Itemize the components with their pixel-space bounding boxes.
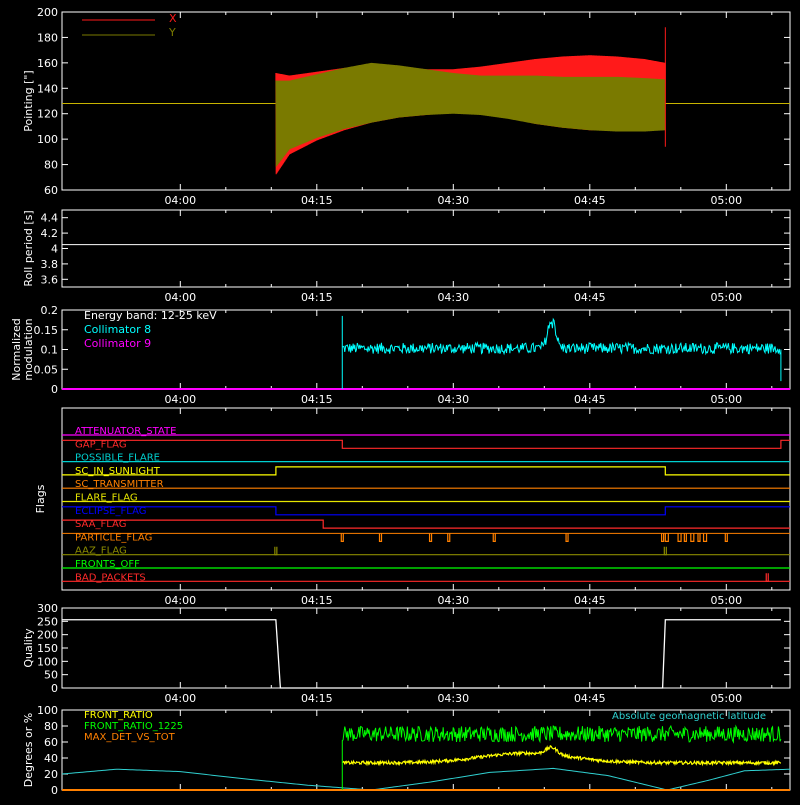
- roll-xtick-label: 04:30: [437, 291, 469, 304]
- roll-ytick-label: 4.4: [41, 212, 59, 225]
- ratios-ytick-label: 20: [44, 768, 58, 781]
- modulation-ytick-label: 0: [51, 383, 58, 396]
- flags-xtick-label: 05:00: [710, 594, 742, 607]
- modulation-xtick-label: 04:45: [574, 393, 606, 406]
- pointing-ytick-label: 80: [44, 159, 58, 172]
- roll-xtick-label: 05:00: [710, 291, 742, 304]
- flags-xtick-label: 04:00: [164, 594, 196, 607]
- legend-label-front-ratio-1225: FRONT_RATIO_1225: [84, 721, 183, 732]
- pointing-ytick-label: 180: [37, 31, 58, 44]
- legend-label-y: Y: [168, 26, 176, 39]
- ratios-ylabel: Degrees or %: [22, 713, 35, 787]
- pointing-xtick-label: 05:00: [710, 194, 742, 207]
- modulation-xtick-label: 04:15: [301, 393, 333, 406]
- quality-ytick-label: 200: [37, 629, 58, 642]
- pointing-xtick-label: 04:45: [574, 194, 606, 207]
- legend-label-collimator-8: Collimator 8: [84, 323, 151, 336]
- pointing-ytick-label: 120: [37, 108, 58, 121]
- pointing-ytick-label: 160: [37, 57, 58, 70]
- legend-label-collimator-9: Collimator 9: [84, 337, 151, 350]
- ratios-ytick-label: 100: [37, 704, 58, 717]
- flag-label: SAA_FLAG: [75, 519, 126, 530]
- pointing-xtick-label: 04:00: [164, 194, 196, 207]
- roll-ytick-label: 4.2: [41, 227, 59, 240]
- ratios-ytick-label: 40: [44, 752, 58, 765]
- roll-xtick-label: 04:15: [301, 291, 333, 304]
- modulation-ytick-label: 0.15: [34, 324, 59, 337]
- quality-ytick-label: 250: [37, 615, 58, 628]
- roll-xtick-label: 04:45: [574, 291, 606, 304]
- flags-xtick-label: 04:30: [437, 594, 469, 607]
- roll-xtick-label: 04:00: [164, 291, 196, 304]
- quality-ytick-label: 50: [44, 669, 58, 682]
- modulation-xtick-label: 04:00: [164, 393, 196, 406]
- quality-ytick-label: 0: [51, 682, 58, 695]
- roll-ytick-label: 3.6: [41, 273, 59, 286]
- modulation-xtick-label: 05:00: [710, 393, 742, 406]
- quality-xtick-label: 04:00: [164, 692, 196, 705]
- modulation-ytick-label: 0.2: [41, 304, 59, 317]
- quality-xtick-label: 04:30: [437, 692, 469, 705]
- quality-xtick-label: 04:15: [301, 692, 333, 705]
- pointing-ytick-label: 100: [37, 133, 58, 146]
- roll-ytick-label: 4: [51, 243, 58, 256]
- pointing-ytick-label: 60: [44, 184, 58, 197]
- roll-ylabel: Roll period [s]: [22, 210, 35, 286]
- pointing-xtick-label: 04:30: [437, 194, 469, 207]
- quality-xtick-label: 04:45: [574, 692, 606, 705]
- flag-label: GAP_FLAG: [75, 439, 127, 450]
- quality-xtick-label: 05:00: [710, 692, 742, 705]
- legend-label-geomagnetic-latitude: Absolute geomagnetic latitude: [612, 711, 766, 722]
- legend-label-max-det-vs-tot: MAX_DET_VS_TOT: [84, 732, 176, 743]
- modulation-ytick-label: 0.1: [41, 344, 59, 357]
- ratios-ytick-label: 60: [44, 736, 58, 749]
- pointing-ylabel: Pointing ["]: [22, 70, 35, 131]
- quality-ytick-label: 100: [37, 655, 58, 668]
- pointing-ytick-label: 140: [37, 82, 58, 95]
- modulation-ytick-label: 0.05: [34, 363, 59, 376]
- quality-ytick-label: 150: [37, 642, 58, 655]
- flag-label: ECLIPSE_FLAG: [75, 506, 146, 517]
- quality-ytick-label: 300: [37, 602, 58, 615]
- modulation-ylabel: Normalizedmodulation: [10, 318, 35, 380]
- legend-label-front-ratio: FRONT_RATIO: [84, 710, 153, 721]
- legend-label-x: X: [169, 12, 177, 25]
- flag-label: PARTICLE_FLAG: [75, 532, 152, 543]
- roll-ytick-label: 3.8: [41, 258, 59, 271]
- quality-ylabel: Quality: [22, 628, 35, 668]
- flags-xtick-label: 04:15: [301, 594, 333, 607]
- modulation-energy-band: Energy band: 12-25 keV: [84, 309, 217, 322]
- modulation-xtick-label: 04:30: [437, 393, 469, 406]
- ratios-ytick-label: 80: [44, 720, 58, 733]
- ratios-ytick-label: 0: [51, 784, 58, 797]
- pointing-ytick-label: 200: [37, 6, 58, 19]
- flags-xtick-label: 04:45: [574, 594, 606, 607]
- flags-ylabel: Flags: [34, 484, 47, 513]
- pointing-xtick-label: 04:15: [301, 194, 333, 207]
